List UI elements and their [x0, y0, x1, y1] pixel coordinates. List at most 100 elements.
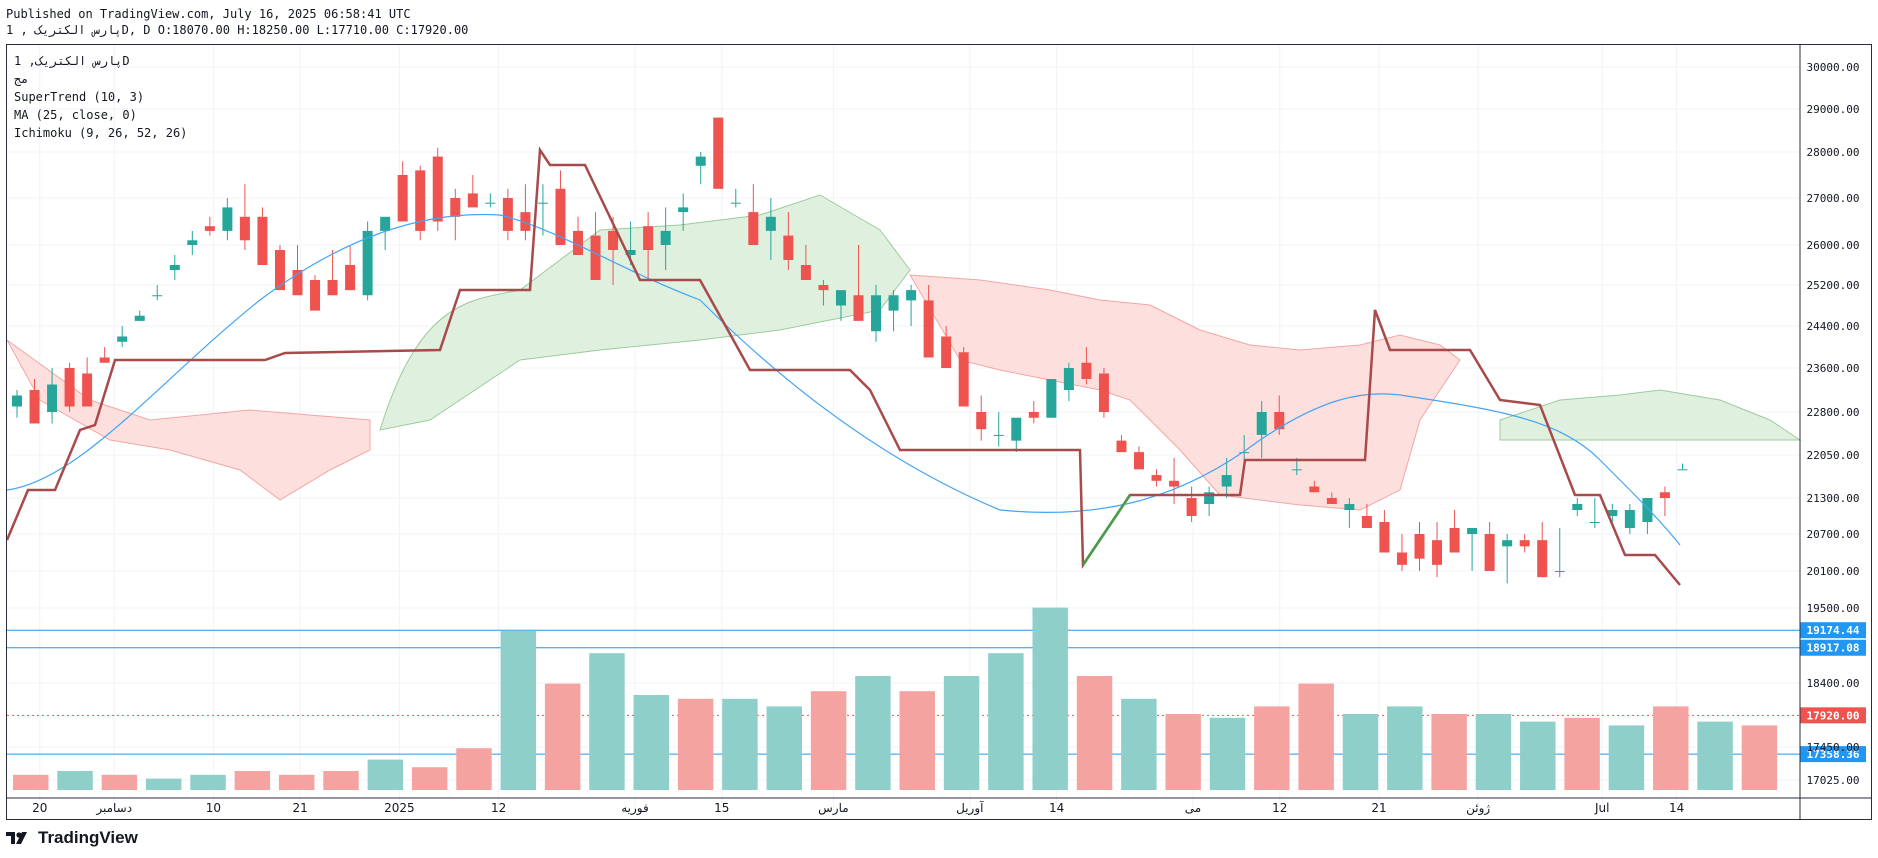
candle-body [1046, 379, 1057, 418]
x-axis-tick-label: 2025 [384, 801, 415, 815]
candle-body [573, 230, 583, 255]
volume-bar [411, 767, 448, 790]
candle-body [853, 295, 864, 321]
candle-body [222, 207, 233, 231]
volume-bar [677, 698, 714, 790]
candle-body [1449, 528, 1460, 553]
candle-body [12, 395, 22, 407]
y-axis-tick-label: 17025.00 [1807, 774, 1860, 787]
candle-body [1379, 522, 1390, 553]
y-axis-tick-label: 20700.00 [1807, 528, 1860, 541]
brand-name: TradingView [38, 828, 138, 847]
x-axis-tick-label: 12 [491, 801, 506, 815]
candle-body [660, 230, 671, 245]
price-line-tag [1800, 639, 1866, 656]
volume-bar [1608, 725, 1645, 790]
candle-body [502, 198, 513, 231]
candle-body [1326, 498, 1337, 504]
candle-body [888, 295, 899, 311]
candle-body [730, 202, 741, 204]
candle-body [1063, 368, 1074, 390]
candle-body [1484, 534, 1495, 571]
candle-body [345, 265, 356, 291]
candle-body [1502, 540, 1513, 547]
y-axis-tick-label: 23600.00 [1807, 362, 1860, 375]
candle-body [1291, 469, 1302, 471]
price-line-label: 19174.44 [1807, 624, 1860, 637]
volume-bar [544, 683, 581, 790]
last-price-label: 17920.00 [1807, 709, 1860, 722]
candle-body [520, 212, 531, 231]
volume-bar [57, 771, 93, 790]
candle-body [1134, 452, 1144, 470]
volume-bar [1475, 714, 1512, 790]
volume-bar [500, 630, 537, 790]
candle-body [134, 315, 145, 321]
candle-body [1344, 504, 1355, 510]
candle-body [748, 212, 759, 245]
volume-bar [367, 759, 404, 790]
candle-body [678, 207, 689, 213]
candle-body [537, 202, 548, 204]
candle-body [1432, 540, 1443, 565]
ma-line [6, 213, 1681, 546]
candle-body [695, 156, 706, 166]
candle-body [415, 170, 426, 231]
volume-bar [190, 774, 226, 790]
legend-ma[interactable]: MA (25, close, 0) [14, 108, 137, 122]
candle-body [327, 280, 338, 296]
volume-bar [1697, 721, 1733, 790]
legend-supertrend[interactable]: SuperTrend (10, 3) [14, 90, 145, 104]
x-axis-tick-label: فوریه [621, 801, 649, 816]
y-axis-tick-label: 25200.00 [1807, 279, 1860, 292]
volume-bar [234, 771, 271, 790]
candle-body [1274, 412, 1285, 430]
x-axis-tick-label: Jul [1594, 801, 1609, 815]
candle-body [1221, 475, 1232, 487]
candle-body [99, 357, 110, 363]
candle-body [1098, 373, 1109, 412]
candle-body [1116, 440, 1127, 453]
volume-bar [1431, 714, 1467, 790]
x-axis-tick-label: می [1185, 801, 1201, 815]
candle-body [310, 280, 321, 311]
tradingview-brand[interactable]: TradingView [6, 828, 138, 848]
x-axis-tick-label: آوریل [956, 800, 984, 816]
candle-body [1396, 552, 1407, 565]
candle-body [274, 250, 285, 291]
candle-body [713, 117, 724, 189]
candle-body [1624, 510, 1635, 528]
volume-bar [13, 774, 49, 790]
candle-body [1607, 510, 1618, 516]
price-chart[interactable]: 19174.44 18917.08 17358.36 17920.00 30000.00… [0, 0, 1878, 826]
candle-body [1011, 417, 1022, 441]
last-price-tag [1800, 707, 1866, 724]
y-axis-tick-label: 21300.00 [1807, 492, 1860, 505]
candle-body [1204, 492, 1215, 504]
candle-body [117, 336, 128, 342]
candle-body [187, 240, 198, 245]
candle-body [239, 216, 250, 241]
chart-legend: پارس الکتریک, 1D مج SuperTrend (10, 3) M… [14, 52, 187, 142]
candle-body [800, 265, 811, 280]
volume-bar [1741, 725, 1778, 790]
candle-body [1572, 504, 1583, 510]
y-axis-tick-label: 29000.00 [1807, 103, 1860, 116]
symbol-ohlc-caption: پارس الکتریک , 1D, D O:18070.00 H:18250.… [6, 23, 469, 37]
candle-body [47, 384, 58, 412]
candle-body [82, 373, 93, 407]
candle-body [152, 295, 163, 297]
ichimoku-cloud-bear-past [6, 339, 371, 501]
volume-bar [1032, 607, 1068, 790]
candle-body [432, 156, 443, 222]
volume-bar [101, 774, 138, 790]
candle-body [1589, 522, 1600, 523]
legend-ichimoku[interactable]: Ichimoku (9, 26, 52, 26) [14, 126, 188, 140]
volume-bar [589, 653, 625, 790]
supertrend-line-up [1081, 494, 1132, 566]
volume-bar [1076, 676, 1113, 790]
candle-body [485, 202, 496, 204]
candle-body [958, 352, 969, 407]
volume-bar [766, 706, 802, 790]
candle-body [450, 198, 461, 217]
